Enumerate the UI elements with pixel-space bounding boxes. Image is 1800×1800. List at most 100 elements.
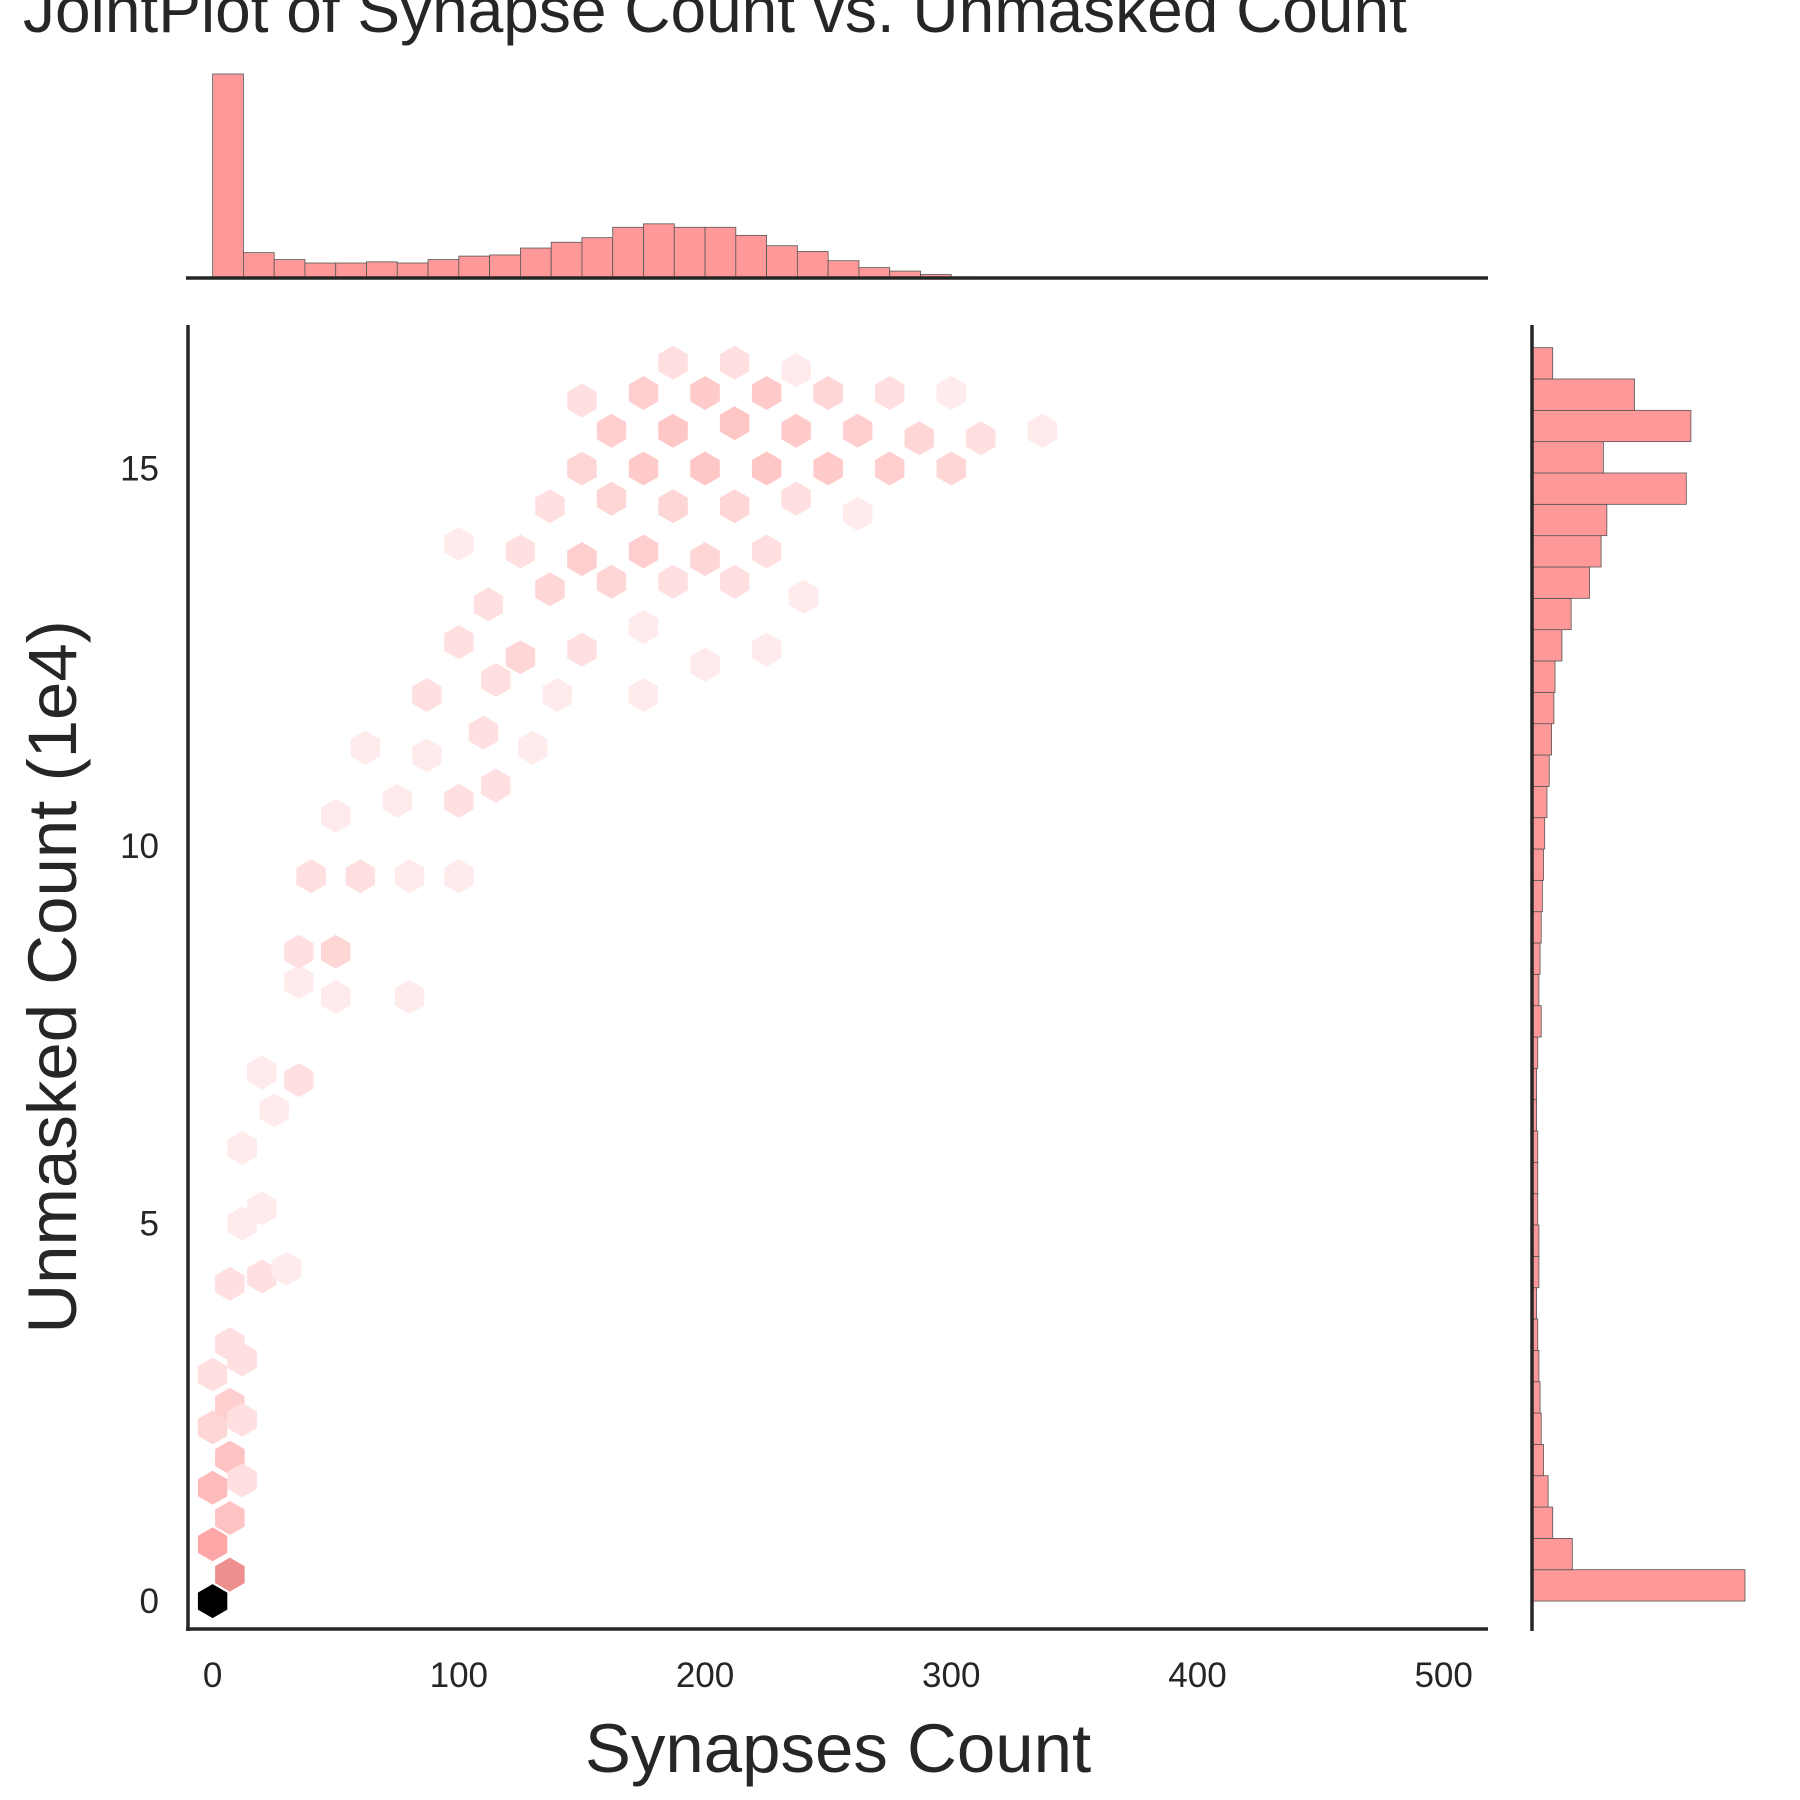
- histogram-bar: [612, 226, 644, 279]
- histogram-bar: [1531, 378, 1635, 411]
- hex-cell: [284, 1063, 314, 1098]
- hex-cell: [215, 1557, 245, 1592]
- hex-cell: [247, 1191, 277, 1226]
- hex-cell: [227, 1402, 257, 1437]
- histogram-bar: [1531, 441, 1604, 474]
- x-tick-label: 0: [203, 1656, 222, 1695]
- hex-cell: [518, 730, 548, 765]
- histogram-bar: [1531, 629, 1563, 662]
- hex-cell: [751, 376, 782, 410]
- hex-cell: [382, 783, 412, 818]
- hex-cell: [690, 542, 720, 577]
- hex-cell: [690, 451, 720, 486]
- hex-cell: [197, 1527, 228, 1562]
- hex-cell: [596, 413, 627, 448]
- hex-cell: [412, 738, 442, 773]
- hex-cell: [813, 451, 843, 486]
- hex-cell: [781, 481, 811, 516]
- histogram-bar: [1531, 723, 1552, 756]
- hex-cell: [284, 934, 314, 969]
- histogram-bar: [427, 259, 460, 279]
- hex-cell: [412, 678, 442, 712]
- hex-cell: [227, 1342, 257, 1377]
- hex-cell: [1027, 413, 1058, 448]
- hex-cell: [719, 345, 750, 380]
- hex-cell: [227, 1463, 257, 1498]
- hex-cell: [321, 798, 351, 833]
- hex-cell: [781, 353, 811, 388]
- hex-cell: [444, 783, 474, 818]
- histogram-bar: [1531, 409, 1692, 443]
- histogram-bar: [1531, 597, 1572, 631]
- hex-cell: [751, 632, 782, 667]
- hex-cell: [628, 610, 659, 644]
- histogram-bar: [458, 255, 491, 279]
- x-tick-label: 200: [676, 1656, 734, 1695]
- histogram-bar: [1531, 503, 1608, 537]
- histogram-bar: [1531, 660, 1556, 693]
- hex-cell: [751, 451, 782, 486]
- hex-cell: [567, 383, 597, 418]
- hex-cell: [813, 376, 843, 410]
- histogram-bar: [304, 262, 337, 279]
- histogram-bar: [581, 237, 614, 279]
- hex-cell: [505, 640, 536, 675]
- histogram-bar: [366, 261, 398, 279]
- histogram-bar: [796, 251, 829, 279]
- hex-cell: [628, 451, 659, 486]
- histogram-bar: [1531, 1475, 1549, 1508]
- hex-cell: [628, 376, 659, 410]
- hex-cell: [875, 451, 905, 486]
- hex-cell: [535, 489, 565, 524]
- hex-cell: [658, 413, 688, 448]
- hex-cell: [628, 678, 659, 712]
- chart-title: JointPlot of Synapse Count vs. Unmasked …: [23, 0, 1407, 46]
- histogram-bar: [1531, 785, 1548, 819]
- histogram-bar: [519, 247, 552, 279]
- y-tick-label: 10: [120, 827, 159, 866]
- histogram-bar: [704, 226, 737, 279]
- histogram-bar: [212, 73, 244, 279]
- hex-cell: [751, 534, 782, 569]
- y-tick-label: 5: [140, 1205, 159, 1244]
- histogram-bar: [335, 262, 367, 279]
- histogram-bar: [735, 234, 767, 279]
- hex-cell: [197, 1410, 228, 1445]
- histogram-bar: [1531, 1537, 1573, 1571]
- histogram-bar: [827, 260, 860, 279]
- hex-cell: [444, 859, 474, 894]
- hex-cell: [596, 481, 627, 516]
- hex-cell: [843, 413, 873, 448]
- histogram-bar: [1531, 1569, 1746, 1602]
- hex-cell: [690, 647, 720, 682]
- y-axis-label: Unmasked Count (1e4): [14, 620, 91, 1333]
- hex-cell: [394, 980, 425, 1014]
- hex-cell: [215, 1440, 245, 1475]
- histogram-bar: [489, 254, 521, 279]
- histogram-bar: [396, 262, 429, 279]
- hex-cell: [690, 376, 720, 410]
- hex-cell: [658, 489, 688, 524]
- histogram-bar: [1531, 566, 1590, 599]
- hex-cell: [596, 564, 627, 599]
- hex-cell: [658, 564, 688, 599]
- histogram-bar: [273, 259, 306, 279]
- histogram-bar: [1531, 754, 1550, 787]
- hex-cell: [394, 859, 425, 894]
- x-tick-label: 500: [1414, 1656, 1472, 1695]
- hex-cell: [535, 572, 565, 607]
- hex-cell: [444, 527, 474, 561]
- hex-cell: [473, 587, 504, 622]
- hex-cell: [505, 534, 536, 569]
- hex-cell: [197, 1470, 228, 1505]
- hex-cell: [781, 413, 811, 448]
- histogram-bar: [550, 241, 583, 279]
- hex-cell: [345, 859, 376, 894]
- hex-cell: [444, 625, 474, 660]
- hex-cell: [197, 1357, 228, 1392]
- hex-cell: [197, 1584, 228, 1619]
- hex-cell: [567, 542, 597, 577]
- hex-cell: [875, 376, 905, 410]
- hex-cell: [284, 964, 314, 999]
- hex-cell: [628, 534, 659, 569]
